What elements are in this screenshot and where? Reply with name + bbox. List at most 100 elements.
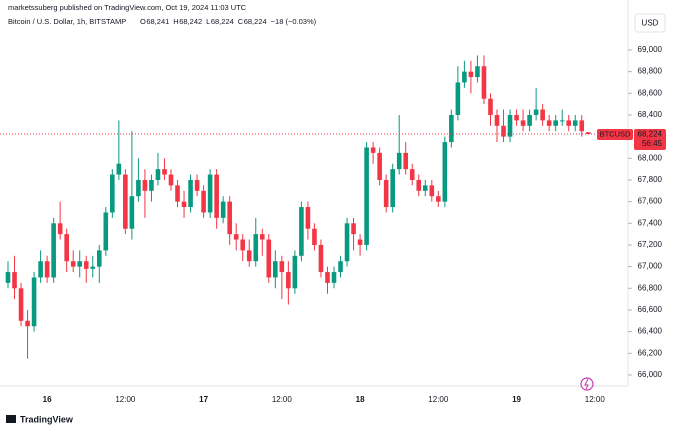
candle-body: [462, 71, 467, 83]
candle-body: [31, 277, 37, 327]
candle-body: [227, 201, 232, 235]
y-tick-label: 66,800: [638, 283, 663, 292]
candle-body: [318, 244, 324, 273]
candle-body: [44, 261, 50, 278]
candle-body: [38, 261, 43, 278]
candle-body: [520, 120, 526, 126]
legend-key: O: [140, 17, 146, 26]
legend-key: L: [206, 17, 210, 26]
candle-body: [305, 207, 311, 229]
candle-body: [12, 272, 17, 289]
y-tick-label: 66,600: [638, 305, 663, 314]
price-tag-label: 68,224: [638, 130, 663, 139]
candle-body: [501, 125, 506, 137]
candle-body: [273, 261, 278, 278]
candle-body: [572, 120, 578, 126]
candle-body: [5, 272, 11, 283]
candle-body: [299, 207, 304, 256]
candle-body: [455, 82, 461, 115]
candle-body: [103, 212, 109, 251]
logo-text[interactable]: TradingView: [20, 414, 74, 424]
x-tick-label: 17: [199, 395, 208, 404]
candle-body: [266, 239, 272, 278]
candle-body: [155, 169, 161, 180]
candle-body: [220, 201, 226, 218]
candle-body: [18, 288, 24, 321]
candle-body: [559, 120, 565, 122]
candle-body: [429, 185, 435, 197]
candle-body: [533, 109, 539, 115]
candle-body: [110, 174, 115, 213]
tradingview-logo[interactable]: [6, 415, 16, 423]
published-note: marketssuberg published on TradingView.c…: [8, 3, 247, 12]
y-tick-label: 69,000: [638, 45, 663, 54]
candle-body: [253, 234, 259, 262]
candle-body: [57, 223, 63, 235]
candle-body: [409, 169, 415, 180]
y-tick-label: 66,200: [638, 348, 663, 357]
y-tick-label: 66,400: [638, 327, 663, 336]
candle-body: [481, 66, 487, 99]
candle-body: [507, 114, 513, 137]
candle-body: [214, 174, 219, 218]
candle-body: [96, 250, 102, 267]
candle-body: [442, 142, 448, 202]
candle-body: [64, 234, 69, 262]
candle-body: [325, 272, 330, 283]
x-tick-label: 12:00: [272, 395, 293, 404]
y-tick-label: 67,400: [638, 218, 663, 227]
x-tick-label: 18: [356, 395, 365, 404]
candle-body: [207, 174, 213, 213]
candle-body: [175, 185, 180, 202]
candle-body: [514, 114, 519, 121]
y-tick-label: 67,600: [638, 197, 663, 206]
candle-body: [422, 185, 428, 191]
candle-body: [25, 320, 30, 327]
candle-body: [468, 71, 474, 78]
candle-body: [338, 261, 343, 273]
currency-label[interactable]: USD: [642, 19, 659, 28]
candle-body: [90, 266, 96, 269]
y-tick-label: 67,200: [638, 240, 663, 249]
candle-body: [377, 152, 382, 180]
candle-body: [136, 179, 141, 197]
candle-body: [286, 272, 291, 289]
candle-body: [494, 114, 500, 126]
candle-body: [51, 223, 56, 278]
x-tick-label: 19: [512, 395, 521, 404]
candle-body: [129, 196, 135, 229]
candle-body: [233, 234, 239, 240]
candle-body: [188, 179, 193, 208]
symbol-tag-label: BTCUSD: [600, 130, 631, 139]
candle-body: [579, 120, 585, 132]
candle-body: [357, 239, 363, 245]
countdown: 56:45: [642, 139, 663, 148]
candle-body: [344, 223, 350, 262]
symbol-tag: [597, 129, 633, 141]
candle-body: [116, 163, 122, 175]
y-tick-label: 68,000: [638, 153, 663, 162]
y-tick-label: 68,400: [638, 110, 663, 119]
x-tick-label: 12:00: [585, 395, 606, 404]
candle-body: [475, 66, 480, 78]
candle-body: [149, 179, 154, 191]
candle-body: [364, 147, 369, 245]
ohlc-legend: O 68,241 H 68,242 L 68,224 C 68,224 −18 (−0.03%): [140, 17, 317, 26]
x-tick-label: 12:00: [115, 395, 136, 404]
candle-body: [259, 234, 265, 240]
currency-button[interactable]: [634, 13, 666, 33]
candle-body: [383, 179, 389, 208]
candle-body: [83, 261, 89, 269]
y-tick-label: 68,800: [638, 67, 663, 76]
candle-body: [351, 223, 356, 235]
legend-value: 68,224: [211, 17, 234, 26]
y-tick-label: 67,800: [638, 175, 663, 184]
candle-body: [312, 228, 317, 245]
candle-body: [240, 239, 246, 251]
candle-body: [566, 120, 572, 126]
replay-icon[interactable]: [580, 377, 594, 391]
candle-body: [292, 255, 298, 289]
candle-body: [181, 201, 187, 208]
candle-body: [546, 120, 552, 126]
